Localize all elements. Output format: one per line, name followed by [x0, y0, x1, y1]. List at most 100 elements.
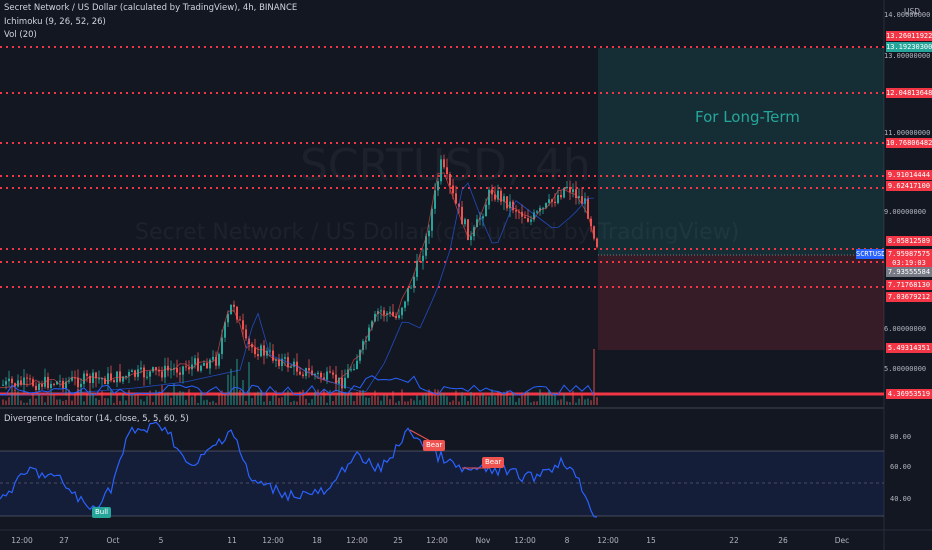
price-label[interactable]: 13.19230300	[886, 42, 932, 52]
candle-body	[398, 315, 400, 318]
candle-body	[194, 358, 196, 365]
ichimoku-legend[interactable]: Ichimoku (9, 26, 52, 26)	[4, 17, 106, 27]
candle-body	[290, 366, 292, 368]
volume-bar	[149, 390, 151, 405]
volume-bar	[332, 400, 334, 405]
candle-body	[353, 369, 355, 371]
volume-legend[interactable]: Vol (20)	[4, 30, 37, 40]
volume-bar	[152, 402, 154, 405]
volume-bar	[146, 396, 148, 405]
volume-bar	[143, 401, 145, 405]
volume-bar	[413, 400, 415, 405]
volume-bar	[563, 393, 565, 405]
volume-bar	[560, 399, 562, 405]
candle-body	[284, 357, 286, 359]
time-axis-tick: 8	[564, 536, 570, 545]
volume-bar	[47, 396, 49, 405]
candle-body	[548, 199, 550, 203]
candle-body	[176, 367, 178, 373]
volume-bar	[470, 391, 472, 405]
symbol-title[interactable]: Secret Network / US Dollar (calculated b…	[4, 3, 298, 13]
candle-body	[572, 189, 574, 193]
currency-label: USD	[904, 7, 921, 16]
candle-body	[113, 380, 115, 383]
candle-body	[542, 207, 544, 209]
price-label[interactable]: 13.26011922	[886, 31, 932, 41]
volume-bar	[542, 394, 544, 405]
candle-body	[59, 380, 61, 382]
volume-bar	[74, 392, 76, 405]
candle-body	[254, 347, 256, 355]
price-label[interactable]: 9.91014444	[886, 170, 932, 180]
volume-bar	[290, 402, 292, 405]
volume-bar	[518, 398, 520, 405]
volume-bar	[161, 385, 163, 405]
volume-bar	[485, 396, 487, 405]
price-label[interactable]: 10.76806482	[886, 138, 932, 148]
price-label[interactable]: 7.93555584	[886, 267, 932, 277]
volume-bar	[437, 389, 439, 405]
price-label[interactable]: 8.05812589	[886, 236, 932, 246]
candle-body	[86, 373, 88, 376]
volume-bar	[530, 402, 532, 405]
volume-bar	[374, 390, 376, 405]
volume-bar	[191, 396, 193, 405]
price-label[interactable]: 4.36953519	[886, 389, 932, 399]
volume-bar	[452, 400, 454, 405]
volume-bar	[224, 393, 226, 405]
candle-body	[431, 208, 433, 231]
price-label[interactable]: 03:19:03	[886, 258, 932, 268]
candle-body	[80, 383, 82, 388]
volume-ma-line	[0, 375, 595, 396]
time-axis-tick: 11	[227, 536, 237, 545]
volume-bar	[317, 389, 319, 405]
candle-body	[464, 219, 466, 225]
candle-body	[494, 194, 496, 200]
volume-bar	[461, 392, 463, 405]
volume-bar	[164, 393, 166, 405]
volume-bar	[65, 400, 67, 405]
divergence-legend[interactable]: Divergence Indicator (14, close, 5, 5, 6…	[4, 414, 189, 424]
price-label[interactable]: SCRTUSD	[856, 249, 884, 259]
price-label[interactable]: 7.71768130	[886, 280, 932, 290]
volume-bar	[407, 401, 409, 405]
price-label[interactable]: 9.62417100	[886, 181, 932, 191]
time-axis-tick: 22	[729, 536, 739, 545]
price-label[interactable]: 7.95987575	[886, 249, 932, 259]
volume-bar	[338, 390, 340, 405]
time-axis-tick: 12:00	[262, 536, 284, 545]
candle-body	[530, 219, 532, 222]
volume-bar	[230, 368, 232, 405]
time-axis-tick: 27	[59, 536, 69, 545]
volume-bar	[371, 395, 373, 405]
price-axis-tick: 5.00000000	[884, 365, 927, 373]
price-label[interactable]: 5.49314351	[886, 343, 932, 353]
volume-bar	[89, 390, 91, 405]
candle-body	[575, 189, 577, 198]
price-label[interactable]: 7.03679212	[886, 292, 932, 302]
candle-body	[149, 371, 151, 377]
volume-bar	[557, 400, 559, 405]
candle-body	[122, 376, 124, 382]
volume-bar	[536, 401, 538, 405]
volume-bar	[587, 398, 589, 405]
candle-body	[68, 380, 70, 382]
volume-bar	[209, 402, 211, 405]
candle-body	[515, 210, 517, 212]
volume-bar	[524, 392, 526, 405]
candle-body	[407, 288, 409, 302]
volume-bar	[455, 390, 457, 405]
volume-bar	[131, 394, 133, 405]
volume-bar	[359, 390, 361, 405]
candle-body	[8, 378, 10, 382]
long-term-annotation[interactable]: For Long-Term	[695, 108, 800, 126]
candle-body	[476, 219, 478, 228]
candle-body	[65, 381, 67, 389]
volume-bar	[449, 401, 451, 405]
candle-body	[578, 196, 580, 198]
time-axis-tick: 26	[778, 536, 788, 545]
volume-bar	[113, 402, 115, 405]
price-label[interactable]: 12.04813648	[886, 88, 932, 98]
volume-bar	[281, 397, 283, 405]
